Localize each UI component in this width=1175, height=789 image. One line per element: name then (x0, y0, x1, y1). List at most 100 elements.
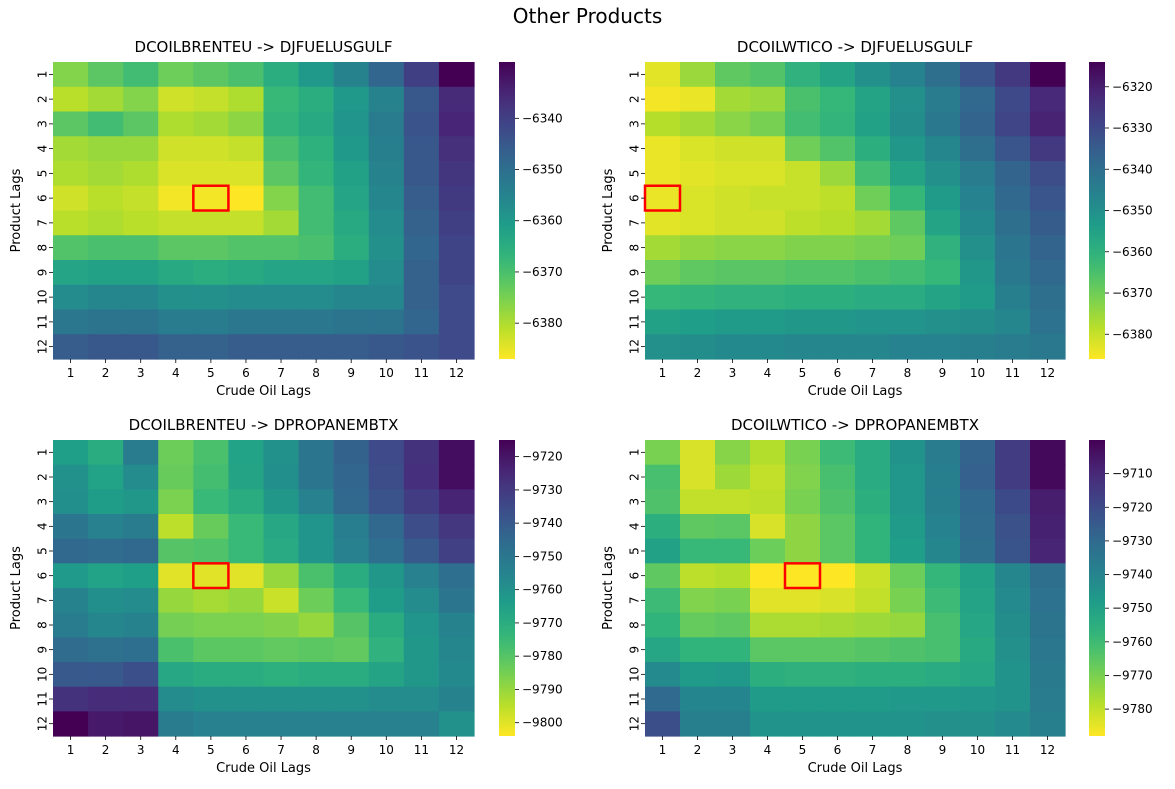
heatmap-cell (438, 464, 475, 490)
heatmap-cell (368, 309, 405, 335)
heatmap-cell (123, 86, 159, 113)
highlight-box (192, 184, 230, 212)
heatmap-cell (820, 464, 856, 490)
heatmap-cell (228, 563, 265, 589)
heatmap-cell (820, 309, 856, 335)
x-tick-label: 8 (904, 366, 912, 380)
heatmap-cell (890, 637, 926, 663)
x-tick-label: 6 (834, 743, 842, 757)
heatmap-cell (995, 637, 1031, 663)
heatmap-cell (820, 711, 856, 737)
heatmap-cell (263, 210, 300, 236)
heatmap-cell (715, 588, 751, 614)
heatmap-cell (855, 637, 891, 663)
heatmap-cell (438, 637, 475, 663)
heatmap-cell (263, 662, 300, 688)
heatmap-cell (890, 62, 926, 88)
colorbar-tick-label: −6340 (1112, 162, 1153, 176)
y-tick-label: 6 (36, 572, 50, 580)
heatmap-cell (960, 309, 996, 335)
heatmap-cell (1030, 309, 1066, 335)
heatmap-cell (960, 62, 996, 88)
heatmap-cell (298, 260, 335, 286)
x-tick-label: 2 (102, 366, 110, 380)
heatmap-cell (785, 514, 821, 540)
heatmap-cell (123, 464, 159, 490)
colorbar-tick-label: −9790 (522, 682, 563, 696)
y-tick-label: 2 (628, 473, 642, 481)
heatmap-cell (333, 111, 370, 137)
heatmap-cell (645, 284, 681, 311)
y-tick-label: 7 (628, 597, 642, 605)
heatmap-cell (680, 284, 716, 311)
colorbar-tick-label: −9740 (522, 516, 563, 530)
heatmap-cell (88, 86, 124, 113)
heatmap-cell (820, 514, 856, 540)
heatmap-cell (123, 161, 159, 187)
heatmap-cell (123, 309, 159, 335)
heatmap-cell (785, 161, 821, 187)
heatmap-cell (438, 62, 475, 88)
heatmap-cell (995, 62, 1031, 88)
heatmap-cell (158, 62, 194, 88)
heatmap-cell (785, 86, 821, 113)
heatmap-cell (228, 662, 265, 688)
heatmap-cell (193, 309, 230, 335)
heatmap-cell (193, 86, 230, 113)
heatmap-cell (88, 235, 124, 261)
colorbar (1089, 62, 1105, 359)
heatmap-cell (193, 464, 230, 490)
x-tick-label: 2 (694, 366, 702, 380)
colorbar-tick-label: −9770 (1112, 668, 1153, 682)
heatmap-cell (193, 588, 230, 614)
heatmap-cell (298, 86, 335, 113)
heatmap-cell (438, 309, 475, 335)
heatmap-cell (263, 284, 300, 311)
heatmap-cell (925, 612, 961, 638)
heatmap-cell (228, 334, 265, 360)
heatmap-cell (855, 86, 891, 113)
heatmap-cell (333, 662, 370, 688)
colorbar-tick-label: −9760 (522, 583, 563, 597)
heatmap-cell (123, 284, 159, 311)
x-tick-label: 3 (729, 366, 737, 380)
heatmap-cell (960, 161, 996, 187)
heatmap-cell (820, 588, 856, 614)
heatmap-cell (298, 464, 335, 490)
colorbar-tick-label: −6340 (522, 111, 563, 125)
heatmap-cell (750, 210, 786, 236)
heatmap-cell (680, 440, 716, 466)
heatmap-cell (1030, 185, 1066, 212)
heatmap-cell (715, 489, 751, 515)
heatmap-cell (1030, 284, 1066, 311)
x-tick-label: 3 (137, 366, 145, 380)
heatmap-cell (785, 62, 821, 88)
y-tick-label: 10 (36, 667, 50, 682)
heatmap-cell (438, 260, 475, 286)
heatmap-cell (368, 711, 405, 737)
y-tick-label: 4 (36, 523, 50, 531)
heatmap-cell (193, 136, 230, 162)
heatmap-cell (1030, 62, 1066, 88)
heatmap-cell (53, 662, 89, 688)
heatmap-cell (228, 284, 265, 311)
y-tick-label: 8 (628, 244, 642, 252)
heatmap-cell (263, 563, 300, 589)
x-tick-label: 2 (694, 743, 702, 757)
heatmap-cell (715, 514, 751, 540)
heatmap-cell (368, 662, 405, 688)
heatmap-cell (785, 210, 821, 236)
heatmap-cell (53, 440, 89, 466)
heatmap-cell (960, 686, 996, 712)
heatmap-cell (228, 588, 265, 614)
heatmap-cell (123, 111, 159, 137)
heatmap-cell (298, 637, 335, 663)
y-tick-label: 2 (36, 473, 50, 481)
y-tick-label: 9 (36, 269, 50, 277)
heatmap-cell (785, 334, 821, 360)
heatmap-cell (403, 210, 440, 236)
heatmap-cell (750, 489, 786, 515)
heatmap-cell (855, 309, 891, 335)
heatmap-cell (193, 711, 230, 737)
